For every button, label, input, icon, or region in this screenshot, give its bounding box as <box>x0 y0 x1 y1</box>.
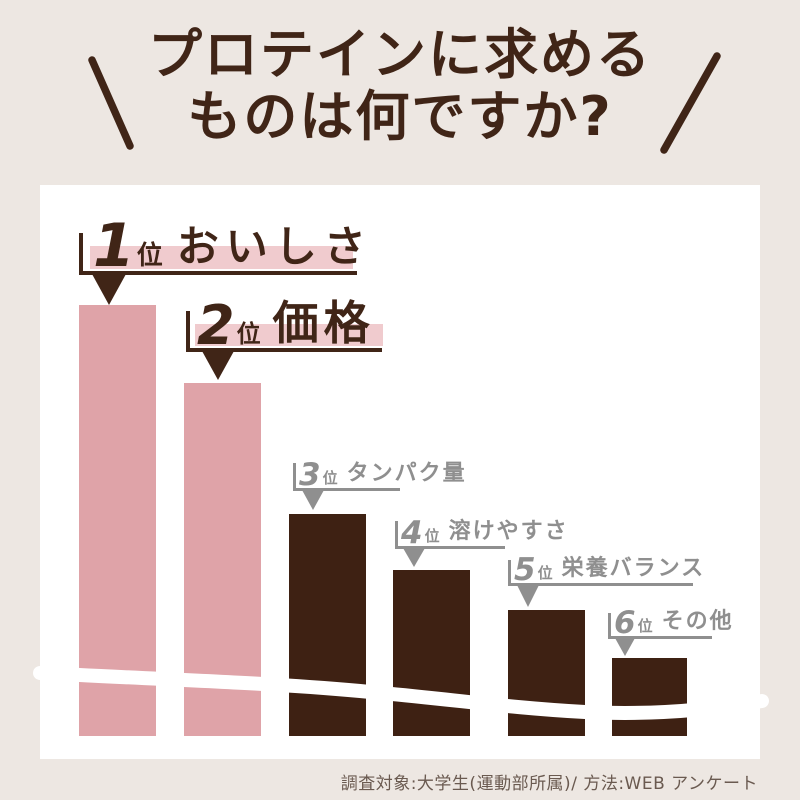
rank-name: 溶けやすさ <box>448 519 569 544</box>
label-3-underline <box>293 488 400 491</box>
label-1-bracket-line <box>79 233 83 275</box>
rank-name: タンパク量 <box>346 461 467 486</box>
label-3-bracket-line <box>293 463 296 491</box>
rank-number: 3 <box>299 456 321 493</box>
label-3-arrow-down-icon <box>302 490 324 510</box>
rank-suffix: 位 <box>424 527 440 545</box>
rank-suffix: 位 <box>537 564 553 582</box>
rank-number: 1 <box>93 211 135 281</box>
rank-name: おいしさ <box>176 222 373 271</box>
rank-number: 5 <box>514 551 536 588</box>
bar-rank-5 <box>508 610 585 736</box>
rank-suffix: 位 <box>637 617 653 635</box>
rank-suffix: 位 <box>322 469 338 487</box>
bar-rank-3 <box>289 514 366 736</box>
rank-name: 価格 <box>272 296 375 350</box>
label-1-underline <box>79 271 357 275</box>
rank-number: 4 <box>401 514 423 551</box>
label-6-bracket-line <box>608 613 611 639</box>
title-line-1: プロテインに求める <box>148 23 652 86</box>
label-6-underline <box>608 636 712 639</box>
bar-rank-2 <box>184 383 261 736</box>
label-6-arrow-down-icon <box>615 638 635 656</box>
bar-rank-6 <box>612 658 687 736</box>
label-2-arrow-down-icon <box>202 351 234 380</box>
rank-suffix: 位 <box>136 241 163 271</box>
label-3-text: 3 位 タンパク量 <box>299 456 467 493</box>
label-5-underline <box>508 583 693 586</box>
rank-suffix: 位 <box>236 320 261 348</box>
bar-rank-4 <box>393 570 470 736</box>
label-2-underline <box>186 348 382 352</box>
survey-note: 調査対象:大学生(運動部所属)/ 方法:WEB アンケート <box>340 774 758 794</box>
rank-number: 2 <box>197 294 235 358</box>
bar-rank-1 <box>79 305 156 736</box>
label-4-text: 4 位 溶けやすさ <box>401 514 569 551</box>
rank-name: その他 <box>661 609 734 634</box>
label-1-highlight-band <box>90 246 353 269</box>
label-4-bracket-line <box>395 521 398 549</box>
label-5-bracket-line <box>508 560 511 586</box>
title-line-2: ものは何ですか? <box>187 85 613 148</box>
label-1-text: 1 位 おいしさ <box>93 211 373 281</box>
label-2-bracket-line <box>186 311 190 352</box>
label-5-arrow-down-icon <box>517 585 539 607</box>
label-2-highlight-band <box>195 324 383 346</box>
rank-name: 栄養バランス <box>561 556 706 581</box>
label-6-text: 6 位 その他 <box>614 604 734 641</box>
label-1-arrow-down-icon <box>92 274 126 305</box>
label-2-text: 2 位 価格 <box>197 294 375 358</box>
rank-number: 6 <box>614 604 636 641</box>
label-5-text: 5 位 栄養バランス <box>514 551 706 588</box>
label-4-underline <box>395 546 505 549</box>
label-4-arrow-down-icon <box>403 548 425 567</box>
page-title: プロテインに求める ものは何ですか? <box>0 24 800 148</box>
